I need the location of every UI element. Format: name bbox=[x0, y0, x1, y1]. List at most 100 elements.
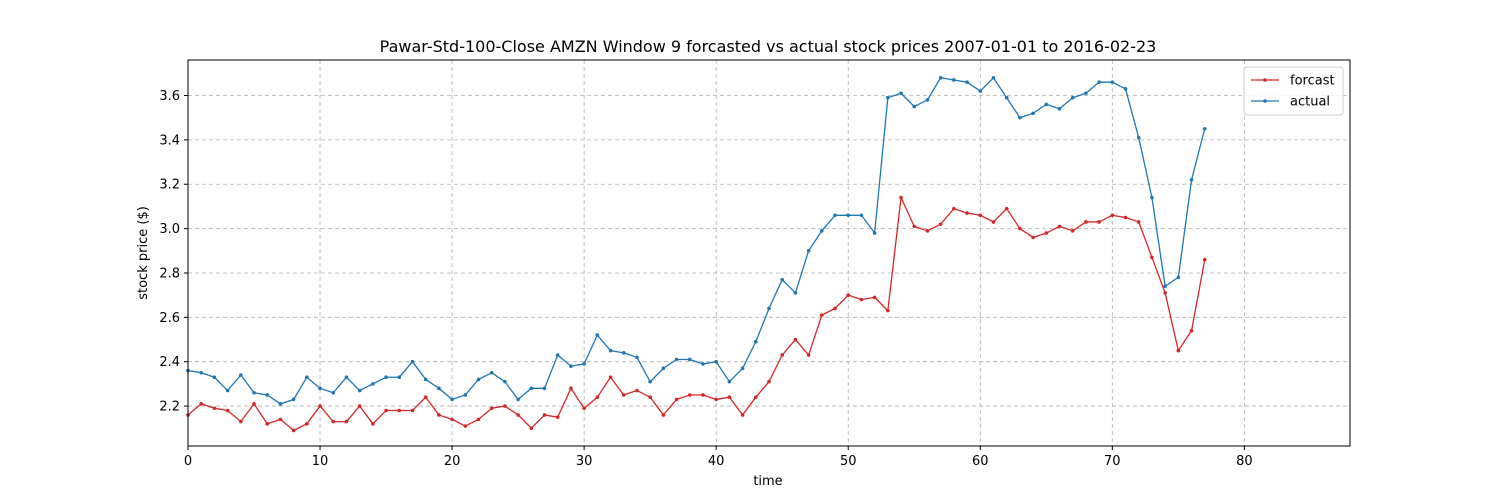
data-point-forcast bbox=[212, 406, 217, 411]
data-point-forcast bbox=[503, 404, 507, 408]
data-point-actual bbox=[252, 390, 256, 395]
data-point-actual bbox=[239, 373, 243, 377]
data-point-forcast bbox=[753, 395, 758, 399]
data-point-actual bbox=[582, 362, 586, 366]
data-point-actual bbox=[621, 351, 626, 355]
data-point-forcast bbox=[1097, 220, 1101, 224]
grid bbox=[187, 60, 1350, 446]
data-point-forcast bbox=[318, 404, 322, 408]
series-actual bbox=[186, 75, 1207, 406]
data-point-forcast bbox=[767, 379, 771, 384]
y-tick-label: 2.4 bbox=[159, 355, 180, 370]
data-point-actual bbox=[569, 364, 573, 368]
data-point-actual bbox=[899, 91, 903, 96]
data-point-forcast bbox=[1202, 257, 1207, 262]
data-point-forcast bbox=[595, 395, 600, 399]
data-point-forcast bbox=[608, 375, 613, 380]
data-point-actual bbox=[1202, 126, 1207, 131]
data-point-actual bbox=[225, 388, 230, 393]
legend: forcast actual bbox=[1243, 66, 1344, 116]
data-point-forcast bbox=[648, 395, 652, 399]
data-point-actual bbox=[833, 213, 837, 218]
data-point-forcast bbox=[661, 413, 666, 417]
data-point-actual bbox=[555, 353, 560, 357]
y-tick-label: 3.0 bbox=[159, 222, 180, 237]
data-point-forcast bbox=[820, 313, 824, 317]
data-point-actual bbox=[1150, 195, 1154, 200]
data-point-forcast bbox=[278, 417, 283, 422]
data-point-forcast bbox=[740, 413, 745, 417]
data-point-forcast bbox=[569, 386, 573, 391]
data-point-actual bbox=[727, 379, 732, 384]
data-point-actual bbox=[846, 213, 851, 218]
x-tick-label: 20 bbox=[444, 454, 461, 469]
data-point-actual bbox=[476, 377, 481, 382]
data-point-actual bbox=[820, 229, 824, 233]
data-point-actual bbox=[978, 89, 983, 93]
data-point-actual bbox=[1136, 135, 1141, 140]
data-point-actual bbox=[938, 75, 943, 80]
y-axis-ticks: 2.2 2.4 2.6 2.8 3.0 3.2 3.4 3.6 bbox=[159, 89, 188, 415]
data-point-actual bbox=[410, 359, 415, 364]
data-point-forcast bbox=[780, 353, 785, 357]
data-point-actual bbox=[1004, 95, 1009, 100]
data-point-forcast bbox=[450, 417, 454, 422]
y-axis-label: stock price ($) bbox=[136, 206, 151, 300]
data-point-actual bbox=[925, 98, 930, 102]
data-point-forcast bbox=[291, 428, 296, 433]
data-point-actual bbox=[1176, 275, 1181, 280]
data-point-actual bbox=[1123, 87, 1128, 91]
data-point-actual bbox=[318, 386, 322, 391]
data-point-actual bbox=[648, 379, 652, 384]
data-point-forcast bbox=[199, 402, 204, 406]
y-tick-label: 3.2 bbox=[159, 178, 180, 193]
data-point-actual bbox=[371, 382, 375, 386]
data-point-actual bbox=[397, 375, 402, 380]
data-point-forcast bbox=[886, 308, 890, 313]
data-point-actual bbox=[489, 370, 494, 375]
data-point-forcast bbox=[806, 353, 811, 357]
data-point-actual bbox=[212, 375, 217, 380]
data-point-actual bbox=[1189, 177, 1194, 182]
y-tick-label: 2.6 bbox=[159, 311, 180, 326]
data-point-actual bbox=[305, 375, 309, 380]
data-point-forcast bbox=[239, 419, 243, 424]
legend-marker-forcast bbox=[1263, 78, 1267, 82]
data-point-forcast bbox=[952, 206, 956, 211]
legend-label-forcast: forcast bbox=[1290, 74, 1335, 89]
data-point-actual bbox=[1097, 80, 1101, 84]
data-point-actual bbox=[265, 393, 270, 397]
data-point-actual bbox=[542, 386, 547, 391]
data-point-forcast bbox=[423, 395, 428, 399]
data-point-actual bbox=[767, 306, 771, 311]
data-point-forcast bbox=[978, 213, 983, 218]
data-point-forcast bbox=[225, 408, 230, 413]
data-point-actual bbox=[1110, 80, 1115, 84]
data-point-forcast bbox=[1189, 328, 1194, 333]
data-point-actual bbox=[384, 375, 388, 380]
data-point-forcast bbox=[1163, 291, 1167, 295]
x-tick-label: 70 bbox=[1104, 454, 1121, 469]
chart-title: Pawar-Std-100-Close AMZN Window 9 forcas… bbox=[380, 37, 1157, 56]
data-point-forcast bbox=[899, 195, 903, 200]
x-tick-label: 30 bbox=[576, 454, 593, 469]
data-point-actual bbox=[965, 80, 969, 84]
data-point-forcast bbox=[1150, 255, 1154, 260]
data-point-actual bbox=[740, 366, 745, 371]
data-point-actual bbox=[859, 213, 864, 218]
data-point-forcast bbox=[635, 388, 639, 393]
y-tick-label: 2.2 bbox=[159, 400, 180, 415]
x-tick-label: 0 bbox=[184, 454, 192, 469]
data-point-forcast bbox=[1070, 229, 1075, 233]
series-layer bbox=[186, 75, 1207, 433]
data-point-forcast bbox=[1084, 220, 1088, 224]
data-point-forcast bbox=[252, 402, 256, 406]
data-point-actual bbox=[674, 357, 679, 362]
data-point-forcast bbox=[727, 395, 732, 399]
data-point-forcast bbox=[265, 422, 270, 426]
data-point-actual bbox=[595, 333, 600, 337]
data-point-actual bbox=[780, 277, 785, 282]
data-point-forcast bbox=[846, 293, 851, 297]
data-point-forcast bbox=[912, 224, 917, 229]
